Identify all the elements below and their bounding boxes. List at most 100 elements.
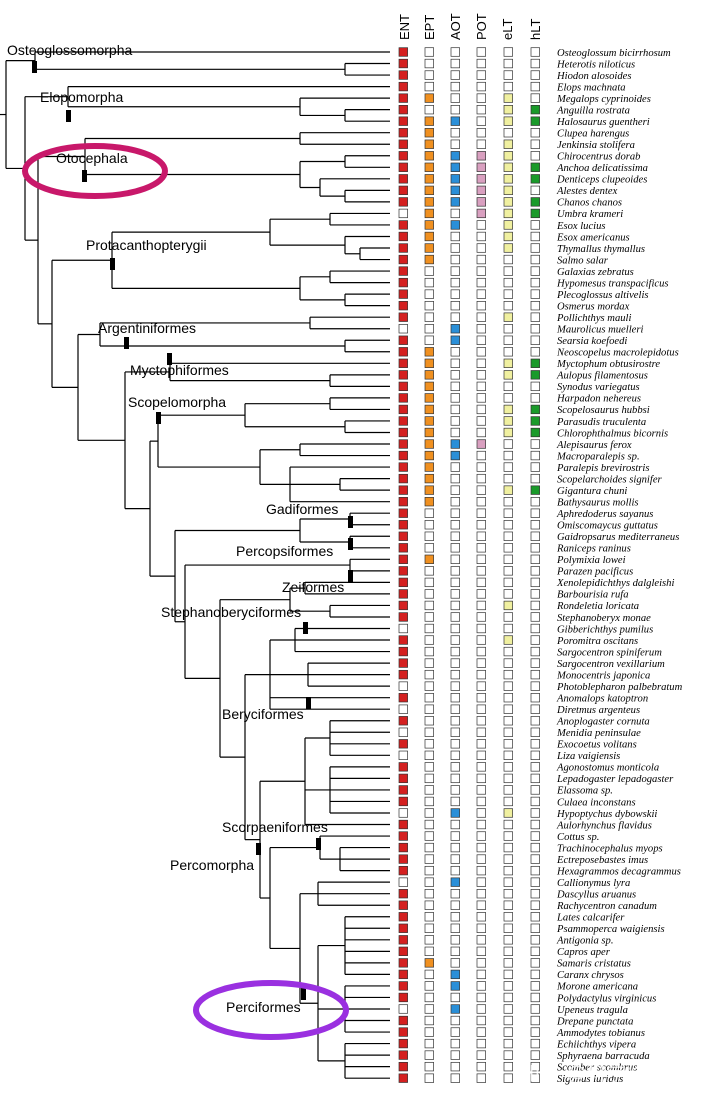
trait-cell-ept: [424, 842, 434, 853]
trait-cell-hlt: [530, 439, 540, 449]
trait-cell-ent: [398, 335, 408, 345]
trait-cell-ent: [398, 128, 408, 138]
trait-cell-elt: [503, 831, 513, 841]
trait-cell-ent: [398, 716, 408, 726]
trait-cell-ent: [398, 254, 408, 265]
trait-cell-elt: [503, 669, 513, 680]
trait-cell-ent: [398, 981, 408, 991]
trait-cell-pot: [476, 58, 486, 69]
trait-cell-pot: [476, 612, 486, 622]
trait-cell-aot: [450, 266, 460, 276]
trait-cell-ent: [398, 358, 408, 368]
trait-cell-pot: [476, 739, 486, 749]
trait-cell-elt: [503, 497, 513, 507]
trait-cell-hlt: [530, 589, 540, 599]
trait-cell-ept: [424, 1027, 434, 1037]
trait-cell-elt: [503, 704, 513, 714]
trait-cell-ent: [398, 462, 408, 472]
trait-cell-pot: [476, 266, 486, 276]
trait-cell-pot: [476, 1038, 486, 1049]
trait-cell-ent: [398, 877, 408, 887]
trait-cell-ent: [398, 969, 408, 980]
trait-cell-elt: [503, 197, 513, 207]
trait-cell-pot: [476, 981, 486, 991]
trait-cell-ent: [398, 831, 408, 841]
trait-cell-pot: [476, 104, 486, 115]
trait-cell-pot: [476, 116, 486, 126]
trait-cell-ept: [424, 600, 434, 611]
trait-cell-elt: [503, 992, 513, 1003]
trait-cell-ept: [424, 704, 434, 714]
trait-cell-hlt: [530, 427, 540, 438]
species-label: Poromitra oscitans: [556, 636, 638, 647]
trait-cell-ept: [424, 301, 434, 311]
trait-cell-hlt: [530, 623, 540, 634]
species-label: Sargocentron spiniferum: [557, 647, 662, 658]
species-label: Exocoetus volitans: [556, 740, 637, 751]
trait-cell-aot: [450, 785, 460, 795]
species-label: Osteoglossum bicirrhosum: [557, 48, 671, 59]
clade-marker-otocephala: [82, 170, 87, 182]
trait-cell-ent: [398, 116, 408, 126]
species-label: Scomber scombrus: [557, 1062, 637, 1073]
trait-cell-hlt: [530, 739, 540, 749]
trait-cell-ept: [424, 612, 434, 622]
trait-cell-pot: [476, 324, 486, 334]
species-label: Morone americana: [556, 982, 638, 993]
trait-cell-pot: [476, 220, 486, 230]
trait-cell-aot: [450, 439, 460, 449]
trait-cell-hlt: [530, 543, 540, 553]
trait-cell-ent: [398, 301, 408, 311]
trait-cell-elt: [503, 128, 513, 138]
trait-cell-ent: [398, 900, 408, 910]
trait-cell-elt: [503, 716, 513, 726]
clade-label-scopelomorpha: Scopelomorpha: [128, 394, 226, 410]
clade-marker-stephanoberyciformes: [303, 622, 308, 634]
trait-cell-pot: [476, 197, 486, 207]
species-label: Dascyllus aruanus: [556, 889, 636, 900]
trait-cell-ept: [424, 174, 434, 184]
species-label: Myctophum obtusirostre: [556, 359, 660, 370]
trait-cell-elt: [503, 727, 513, 737]
trait-cell-pot: [476, 370, 486, 380]
species-label: Chlorophthalmus bicornis: [557, 428, 668, 439]
trait-cell-ept: [424, 497, 434, 507]
species-label: Aulorhynchus flavidus: [556, 820, 652, 831]
trait-cell-elt: [503, 635, 513, 645]
trait-cell-ept: [424, 716, 434, 726]
trait-cell-ept: [424, 912, 434, 922]
trait-cell-pot: [476, 508, 486, 518]
trait-cell-pot: [476, 877, 486, 887]
trait-cell-ent: [398, 266, 408, 276]
trait-cell-aot: [450, 877, 460, 887]
trait-cell-hlt: [530, 1038, 540, 1049]
trait-cell-pot: [476, 577, 486, 588]
trait-cell-ent: [398, 508, 408, 518]
trait-cell-hlt: [530, 727, 540, 737]
trait-cell-pot: [476, 566, 486, 576]
species-label: Rachycentron canadum: [556, 901, 657, 912]
trait-cell-ept: [424, 669, 434, 680]
species-label: Psammoperca waigiensis: [556, 924, 665, 935]
species-label: Alepisaurus ferox: [556, 440, 632, 451]
trait-cell-pot: [476, 1061, 486, 1072]
trait-cell-hlt: [530, 1027, 540, 1037]
trait-cell-aot: [450, 842, 460, 853]
trait-cell-elt: [503, 589, 513, 599]
trait-cell-ept: [424, 958, 434, 968]
trait-cell-elt: [503, 139, 513, 149]
trait-cell-aot: [450, 623, 460, 634]
trait-cell-ent: [398, 669, 408, 680]
trait-cell-pot: [476, 70, 486, 80]
trait-cell-hlt: [530, 854, 540, 864]
species-label: Heterotis niloticus: [556, 59, 635, 70]
trait-cell-ept: [424, 462, 434, 472]
clade-marker-osteoglossomorpha: [32, 61, 37, 73]
trait-cell-elt: [503, 531, 513, 541]
species-label: Thymallus thymallus: [557, 244, 645, 255]
trait-cell-ept: [424, 243, 434, 253]
trait-cell-ent: [398, 658, 408, 668]
trait-cell-aot: [450, 935, 460, 945]
trait-cell-elt: [503, 370, 513, 380]
trait-cell-aot: [450, 116, 460, 126]
